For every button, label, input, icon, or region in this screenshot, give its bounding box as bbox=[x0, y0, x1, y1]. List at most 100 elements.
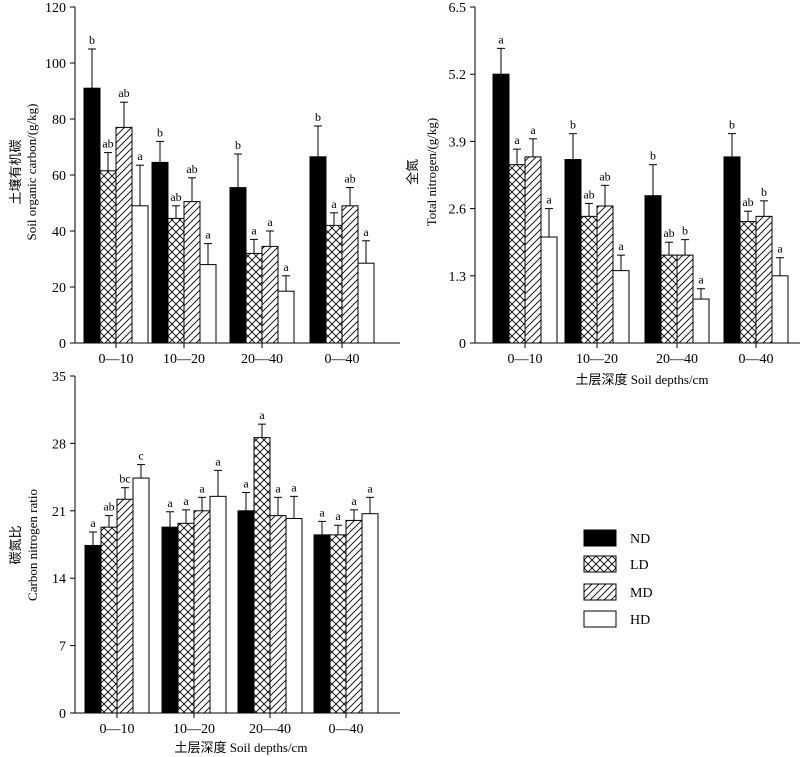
significance-label: a bbox=[215, 454, 221, 468]
legend-label-ld: LD bbox=[630, 558, 649, 573]
bar-nd bbox=[313, 534, 331, 714]
significance-label: a bbox=[291, 480, 297, 494]
bar-nd bbox=[83, 87, 101, 344]
significance-label: ab bbox=[742, 195, 753, 209]
significance-label: ab bbox=[663, 226, 674, 240]
x-tick-label: 10—20 bbox=[173, 722, 215, 737]
y-tick-label: 28 bbox=[52, 437, 66, 452]
significance-label: b bbox=[761, 185, 767, 199]
bar-md bbox=[596, 205, 614, 344]
bar-hd bbox=[361, 513, 379, 714]
significance-label: ab bbox=[103, 500, 114, 514]
y-tick-label: 5.2 bbox=[449, 68, 467, 83]
bar-md bbox=[261, 245, 279, 344]
carbon-nitrogen-ratio-panel: 碳氮比 Carbon nitrogen ratio 土层深度 Soil dept… bbox=[8, 370, 400, 755]
bar-md bbox=[193, 510, 211, 714]
significance-label: a bbox=[351, 494, 357, 508]
bar-ld bbox=[325, 224, 343, 344]
significance-label: bc bbox=[119, 472, 130, 486]
x-tick-label: 20—40 bbox=[656, 352, 698, 367]
x-tick-label: 0—40 bbox=[325, 352, 360, 367]
bar-md bbox=[676, 254, 694, 344]
significance-label: a bbox=[319, 505, 325, 519]
significance-label: a bbox=[283, 260, 289, 274]
soil-organic-carbon-panel: 土壤有机碳 Soil organic carbon/(g/kg) 0 20 40 60… bbox=[8, 1, 400, 367]
bar-hd bbox=[132, 477, 150, 714]
y-axis-label: Total nitrogen/(g/kg) bbox=[424, 118, 439, 226]
significance-label: a bbox=[243, 477, 249, 491]
legend-item-md: MD bbox=[583, 583, 653, 601]
significance-label: a bbox=[618, 239, 624, 253]
legend-item-nd: ND bbox=[583, 529, 650, 547]
y-axis-label: Carbon nitrogen ratio bbox=[25, 489, 40, 601]
significance-label: a bbox=[530, 123, 536, 137]
legend-item-ld: LD bbox=[583, 555, 649, 573]
x-tick-label: 10—20 bbox=[576, 352, 618, 367]
y-tick-label: 21 bbox=[52, 505, 66, 520]
significance-label: a bbox=[259, 408, 265, 422]
bar-md bbox=[115, 126, 133, 344]
significance-label: ab bbox=[583, 187, 594, 201]
significance-label: a bbox=[251, 223, 257, 237]
bar-hd bbox=[209, 495, 227, 714]
bar-nd bbox=[309, 156, 327, 344]
y-tick-label: 7 bbox=[59, 640, 66, 655]
bar-md bbox=[755, 215, 773, 344]
y-tick-label: 2.6 bbox=[449, 203, 467, 218]
bar-md bbox=[341, 205, 359, 344]
bar-nd bbox=[237, 510, 255, 714]
significance-label: a bbox=[335, 509, 341, 523]
significance-label: a bbox=[183, 494, 189, 508]
significance-label: b bbox=[157, 125, 163, 139]
bar-nd bbox=[161, 526, 179, 714]
significance-label: a bbox=[498, 32, 504, 46]
legend-swatch-md bbox=[583, 583, 617, 601]
significance-label: ab bbox=[102, 137, 113, 151]
y-axis-label-cn: 土壤有机碳 bbox=[8, 139, 23, 204]
y-tick-label: 1.3 bbox=[449, 270, 467, 285]
significance-label: ab bbox=[118, 86, 129, 100]
y-axis-label: Soil organic carbon/(g/kg) bbox=[24, 104, 39, 241]
x-tick-label: 20—40 bbox=[241, 352, 283, 367]
significance-label: ab bbox=[599, 169, 610, 183]
significance-label: b bbox=[89, 33, 95, 47]
y-tick-label: 3.9 bbox=[449, 135, 467, 150]
significance-label: ab bbox=[186, 162, 197, 176]
significance-label: a bbox=[137, 149, 143, 163]
y-tick-label: 100 bbox=[45, 57, 66, 72]
x-tick-label: 20—40 bbox=[249, 722, 291, 737]
bar-md bbox=[345, 519, 363, 714]
x-axis-label: 土层深度 Soil depths/cm bbox=[576, 372, 709, 387]
significance-label: b bbox=[729, 118, 735, 132]
significance-label: a bbox=[698, 273, 704, 287]
significance-label: b bbox=[650, 149, 656, 163]
significance-label: a bbox=[514, 133, 520, 147]
significance-label: a bbox=[205, 228, 211, 242]
bar-ld bbox=[245, 252, 263, 344]
bar-ld bbox=[660, 254, 678, 344]
significance-label: a bbox=[331, 197, 337, 211]
significance-label: a bbox=[199, 481, 205, 495]
bar-hd bbox=[540, 236, 558, 344]
x-tick-label: 0—10 bbox=[100, 722, 135, 737]
bar-hd bbox=[357, 262, 375, 344]
bar-ld bbox=[329, 534, 347, 714]
y-axis-label-cn: 碳氮比 bbox=[8, 525, 23, 564]
bar-ld bbox=[100, 526, 118, 714]
significance-label: b bbox=[682, 224, 688, 238]
significance-label: ab bbox=[344, 172, 355, 186]
x-tick-label: 0—40 bbox=[739, 352, 774, 367]
bar-ld bbox=[580, 215, 598, 344]
x-tick-label: 0—40 bbox=[329, 722, 364, 737]
x-tick-label: 10—20 bbox=[163, 352, 205, 367]
y-tick-label: 60 bbox=[52, 169, 66, 184]
legend-label-md: MD bbox=[630, 586, 653, 601]
bar-hd bbox=[771, 275, 789, 344]
bar-ld bbox=[253, 437, 271, 714]
bar-hd bbox=[199, 264, 217, 344]
significance-label: c bbox=[138, 449, 143, 463]
bar-nd bbox=[84, 544, 102, 714]
legend-item-hd: HD bbox=[583, 610, 650, 628]
bar-nd bbox=[492, 73, 510, 344]
significance-label: a bbox=[777, 242, 783, 256]
